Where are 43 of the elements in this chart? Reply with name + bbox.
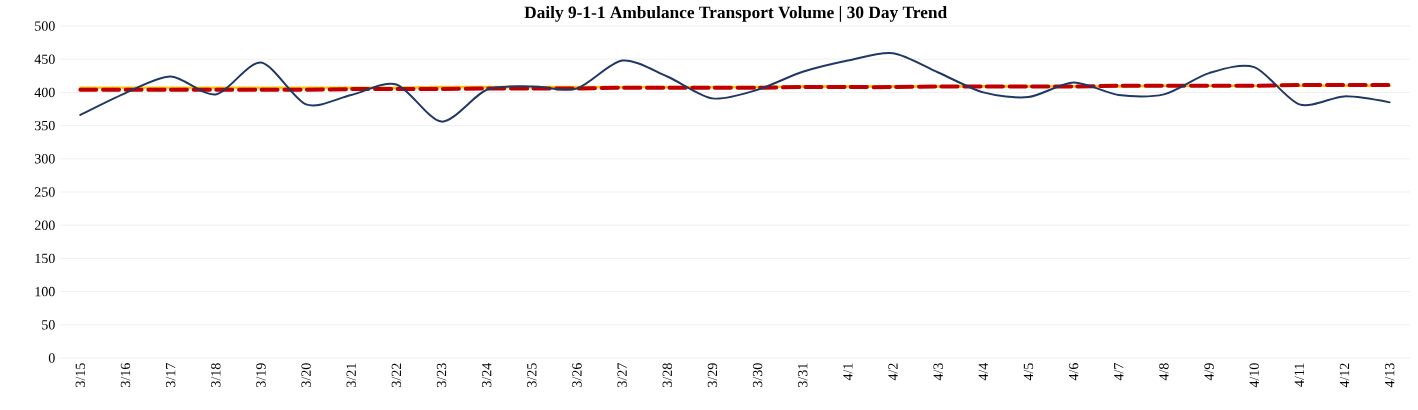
x-tick-label: 4/3 bbox=[933, 363, 943, 381]
y-tick-label: 100 bbox=[35, 286, 55, 297]
x-tick-label: 4/5 bbox=[1023, 363, 1034, 381]
x-tick-label: 3/27 bbox=[617, 363, 627, 387]
x-tick-label: 4/11 bbox=[1294, 363, 1305, 387]
y-tick-label: 500 bbox=[35, 21, 55, 31]
x-tick-label: 4/9 bbox=[1204, 363, 1214, 381]
line-series bbox=[79, 52, 1391, 123]
x-tick-label: 3/23 bbox=[436, 363, 447, 387]
x-tick-label: 4/12 bbox=[1339, 363, 1350, 388]
x-tick-label: 3/31 bbox=[798, 363, 808, 387]
x-tick-label: 3/26 bbox=[572, 363, 582, 387]
x-tick-label: 3/29 bbox=[707, 363, 718, 387]
x-tick-label: 3/15 bbox=[75, 363, 86, 387]
x-tick-label: 3/19 bbox=[256, 363, 266, 387]
x-tick-label: 4/10 bbox=[1249, 363, 1259, 388]
x-tick-label: 4/8 bbox=[1159, 363, 1169, 381]
x-tick-label: 3/25 bbox=[527, 363, 537, 387]
x-tick-label: 4/4 bbox=[978, 362, 989, 381]
x-tick-label: 4/7 bbox=[1114, 363, 1124, 381]
x-tick-label: 3/18 bbox=[211, 363, 221, 387]
chart-title: Daily 9-1-1 Ambulance Transport Volume | 30 Day Trend bbox=[524, 6, 947, 22]
x-tick-label: 3/28 bbox=[662, 363, 672, 387]
y-tick-label: 350 bbox=[34, 120, 55, 131]
y-tick-label: 400 bbox=[34, 87, 55, 98]
y-tick-label: 450 bbox=[34, 54, 55, 64]
y-tick-label: 300 bbox=[34, 154, 55, 164]
y-tick-label: 50 bbox=[42, 320, 55, 330]
y-tick-label: 150 bbox=[35, 253, 55, 264]
y-tick-label: 250 bbox=[34, 187, 55, 197]
y-tick-label: 0 bbox=[48, 353, 55, 363]
x-tick-label: 3/16 bbox=[120, 363, 131, 387]
x-tick-label: 3/17 bbox=[165, 363, 176, 387]
x-tick-label: 3/21 bbox=[346, 363, 356, 387]
x-tick-label: 4/2 bbox=[888, 363, 898, 381]
x-tick-label: 3/30 bbox=[752, 363, 763, 387]
x-tick-label: 4/1 bbox=[843, 363, 853, 381]
x-tick-label: 4/13 bbox=[1384, 363, 1395, 388]
x-tick-label: 3/20 bbox=[301, 363, 311, 387]
y-tick-label: 200 bbox=[34, 220, 55, 230]
x-tick-label: 3/24 bbox=[481, 362, 492, 387]
x-tick-label: 3/22 bbox=[391, 363, 402, 387]
x-tick-label: 4/6 bbox=[1068, 363, 1079, 381]
